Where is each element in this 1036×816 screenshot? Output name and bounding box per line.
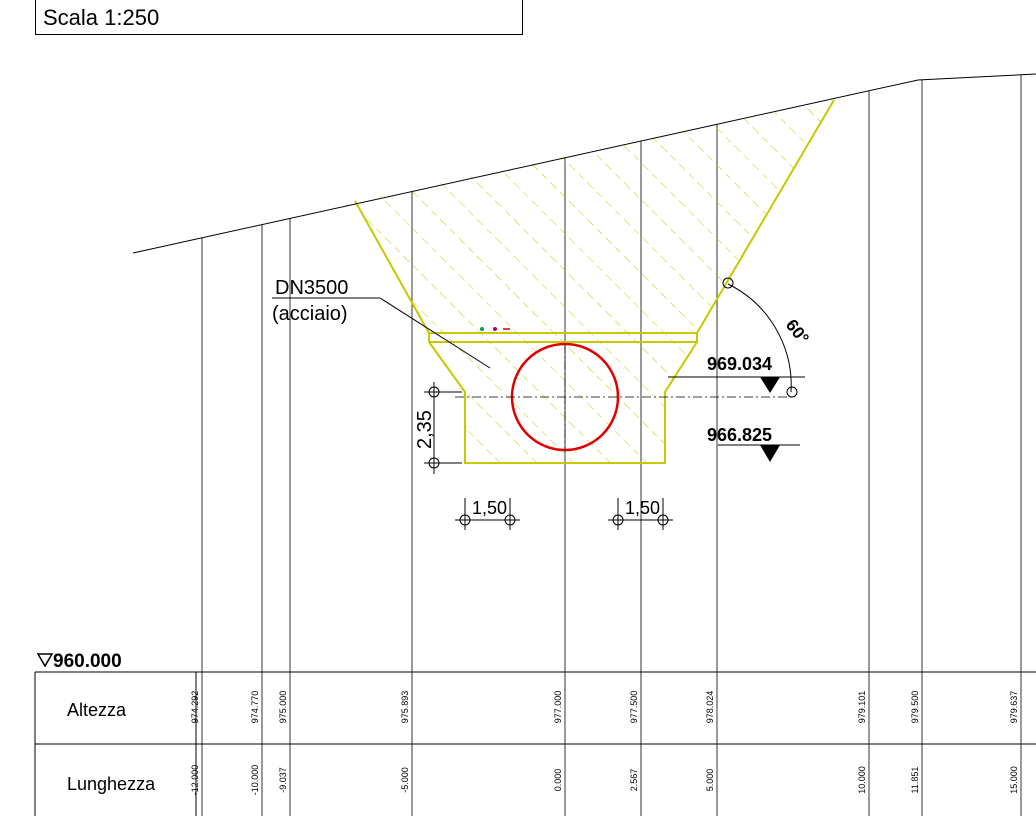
- dimension-left-label: 1,50: [472, 498, 507, 518]
- elevation-upper-label: 969.034: [707, 354, 772, 374]
- ground-line: [132, 73, 1036, 254]
- elevation-marker-lower: 966.825: [707, 425, 800, 462]
- elevation-marker-upper: 969.034: [668, 354, 805, 393]
- angle-label: 60°: [782, 316, 813, 348]
- data-table: [34, 671, 1036, 816]
- pipe-label-leader-diagonal: [379, 297, 491, 369]
- pipe-label-material: (acciaio): [272, 303, 348, 325]
- horizontal-dimension-left: [455, 498, 520, 530]
- altezza-value: 974.770: [250, 691, 260, 724]
- lunghezza-value: -12.000: [190, 765, 200, 796]
- altezza-value: 977.500: [629, 691, 639, 724]
- row-label-lunghezza: Lunghezza: [67, 774, 156, 794]
- small-marks: [480, 327, 510, 331]
- vertical-dimension: [424, 382, 462, 474]
- lunghezza-value: 11.851: [910, 767, 920, 794]
- trench-fill: [355, 100, 834, 463]
- trench-outline: [354, 99, 835, 464]
- table-values: 974.292 974.770 975.000 975.893 977.000 977.5…: [190, 691, 1019, 796]
- horizontal-dimension-right: [608, 498, 673, 530]
- altezza-value: 975.000: [278, 691, 288, 724]
- dimension-right-label: 1,50: [625, 498, 660, 518]
- datum-label: 960.000: [53, 651, 122, 672]
- pipe-centerlines: [455, 344, 795, 452]
- lunghezza-value: 10.000: [857, 766, 867, 794]
- angle-dimension: [722, 277, 798, 398]
- lunghezza-value: 15.000: [1009, 766, 1019, 794]
- scale-box: Scala 1:250: [35, 0, 523, 35]
- row-label-altezza: Altezza: [67, 700, 127, 720]
- elevation-lower-label: 966.825: [707, 425, 772, 445]
- altezza-value: 978.024: [705, 691, 715, 724]
- lunghezza-value: 5.000: [705, 769, 715, 792]
- altezza-value: 974.292: [190, 691, 200, 724]
- lunghezza-value: -5.000: [400, 767, 410, 793]
- datum-triangle: [36, 653, 54, 668]
- altezza-value: 979.500: [910, 691, 920, 724]
- altezza-value: 975.893: [400, 691, 410, 724]
- lunghezza-value: 2.567: [629, 769, 639, 792]
- lunghezza-value: -9.037: [278, 767, 288, 793]
- lunghezza-value: -10.000: [250, 765, 260, 796]
- altezza-value: 977.000: [553, 691, 563, 724]
- altezza-value: 979.101: [857, 691, 867, 724]
- lunghezza-value: 0.000: [553, 769, 563, 792]
- altezza-value: 979.637: [1009, 691, 1019, 724]
- scale-label: Scala 1:250: [43, 5, 160, 30]
- pipe-label-size: DN3500: [275, 277, 348, 299]
- vertical-dimension-label: 2,35: [414, 410, 436, 449]
